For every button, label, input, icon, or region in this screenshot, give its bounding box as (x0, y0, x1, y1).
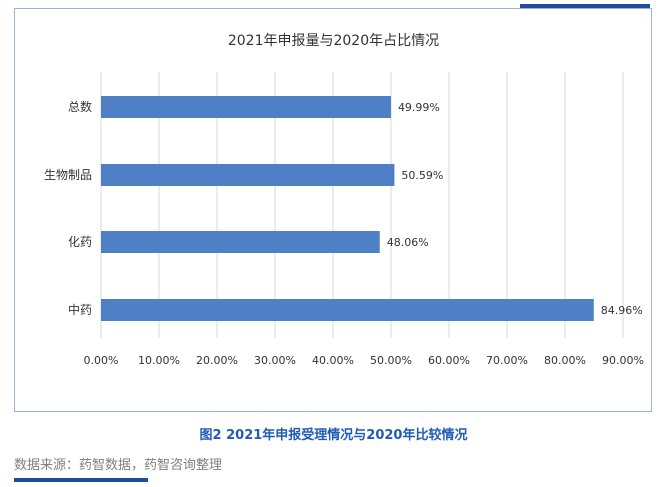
top-accent-bar (520, 4, 650, 8)
data-label: 50.59% (401, 169, 443, 182)
x-tick-label: 60.00% (428, 354, 470, 367)
data-source-note: 数据来源：药智数据，药智咨询整理 (14, 458, 223, 473)
x-tick-label: 0.00% (84, 354, 119, 367)
data-label: 48.06% (387, 236, 429, 249)
bar (101, 299, 594, 321)
y-category-label: 化药 (68, 235, 92, 249)
x-tick-label: 80.00% (544, 354, 586, 367)
x-tick-label: 70.00% (486, 354, 528, 367)
data-label: 84.96% (601, 304, 643, 317)
y-category-label: 中药 (68, 302, 92, 317)
figure-caption: 图2 2021年申报受理情况与2020年比较情况 (199, 428, 468, 443)
y-category-label: 总数 (68, 99, 92, 114)
x-tick-label: 20.00% (196, 354, 238, 367)
bar (101, 96, 391, 118)
y-category-label: 生物制品 (44, 168, 92, 182)
chart-title: 2021年申报量与2020年占比情况 (227, 33, 440, 49)
data-label: 49.99% (398, 101, 440, 114)
x-tick-label: 90.00% (602, 354, 644, 367)
x-tick-label: 40.00% (312, 354, 354, 367)
bar (101, 231, 380, 253)
bottom-accent-bar (14, 478, 148, 482)
x-tick-label: 50.00% (370, 354, 412, 367)
bar (101, 164, 395, 186)
x-tick-label: 10.00% (138, 354, 180, 367)
x-tick-label: 30.00% (254, 354, 296, 367)
